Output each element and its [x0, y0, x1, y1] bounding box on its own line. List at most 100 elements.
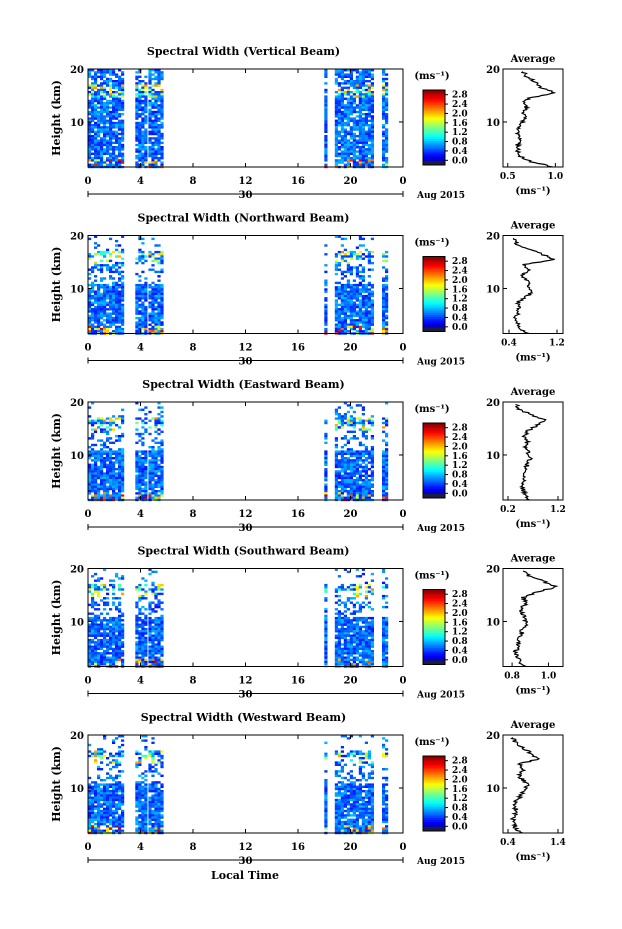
heatmap-cell: [121, 108, 125, 111]
heatmap-cell: [160, 601, 164, 604]
heatmap-cell: [121, 126, 125, 129]
heatmap-cell: [144, 461, 148, 464]
heatmap-cell: [118, 492, 122, 495]
heatmap-cell: [349, 621, 353, 624]
heatmap-cell: [100, 152, 104, 155]
heatmap-cell: [112, 479, 116, 482]
heatmap-cell: [346, 299, 350, 302]
heatmap-cell: [385, 474, 389, 477]
heatmap-cell: [94, 663, 98, 666]
heatmap-cell: [349, 102, 353, 105]
heatmap-cell: [385, 632, 389, 635]
heatmap-cell: [88, 807, 92, 810]
colorbar-segment: [423, 305, 445, 308]
heatmap-cell: [346, 292, 350, 296]
heatmap-cell: [151, 570, 155, 574]
heatmap-cell: [112, 616, 116, 620]
heatmap-cell: [160, 110, 164, 114]
heatmap-cell: [100, 91, 104, 94]
heatmap-cell: [115, 616, 119, 620]
heatmap-cell: [367, 638, 371, 642]
heatmap-cell: [157, 474, 161, 477]
heatmap-cell: [148, 410, 152, 414]
heatmap-cell: [324, 113, 328, 116]
heatmap-cell: [144, 97, 148, 100]
heatmap-cell: [106, 91, 110, 94]
heatmap-cell: [349, 492, 353, 495]
heatmap-cell: [334, 487, 338, 491]
heatmap-cell: [160, 634, 164, 637]
heatmap-cell: [100, 253, 104, 256]
heatmap-cell: [364, 121, 368, 125]
heatmap-cell: [355, 636, 359, 640]
heatmap-cell: [88, 801, 92, 804]
heatmap-cell: [88, 476, 92, 480]
colorbar-segment: [423, 106, 445, 110]
heatmap-cell: [100, 163, 104, 166]
heatmap-cell: [88, 99, 92, 103]
heatmap-cell: [324, 73, 328, 76]
heatmap-cell: [157, 113, 161, 116]
heatmap-cell: [355, 290, 359, 293]
heatmap-cell: [88, 102, 92, 105]
heatmap-cell: [324, 69, 328, 72]
heatmap-cell: [154, 616, 158, 620]
heatmap-cell: [358, 305, 362, 309]
heatmap-cell: [103, 115, 107, 118]
heatmap-cell: [88, 325, 92, 329]
heatmap-cell: [121, 137, 125, 140]
heatmap-cell: [385, 128, 389, 131]
heatmap-cell: [324, 115, 328, 118]
heatmap-cell: [151, 312, 155, 315]
heatmap-cell: [121, 132, 125, 136]
heatmap-cell: [334, 634, 338, 637]
heatmap-cell: [151, 288, 155, 291]
heatmap-cell: [361, 634, 365, 637]
colorbar-tick-label: 2.4: [452, 267, 468, 277]
heatmap-cell: [361, 159, 365, 162]
heatmap-cell: [109, 292, 113, 296]
heatmap-cell: [94, 297, 98, 300]
heatmap-cell: [144, 130, 148, 133]
heatmap-cell: [157, 419, 161, 422]
heatmap-cell: [112, 452, 116, 455]
heatmap-cell: [97, 792, 101, 795]
heatmap-cell: [355, 119, 359, 122]
heatmap-cell: [141, 135, 145, 138]
heatmap-cell: [118, 476, 122, 480]
heatmap-cell: [343, 121, 347, 125]
heatmap-cell: [112, 146, 116, 149]
heatmap-cell: [370, 146, 374, 149]
heatmap-cell: [109, 139, 113, 142]
heatmap-cell: [340, 660, 344, 664]
heatmap-cell: [343, 413, 347, 416]
heatmap-cell: [349, 459, 353, 462]
heatmap-cell: [154, 452, 158, 455]
heatmap-cell: [106, 656, 110, 659]
heatmap-cell: [115, 91, 119, 94]
heatmap-cell: [334, 636, 338, 640]
heatmap-cell: [100, 476, 104, 480]
heatmap-cell: [382, 649, 386, 653]
heatmap-cell: [324, 654, 328, 657]
heatmap-cell: [324, 244, 328, 247]
average-profile-line: [514, 404, 547, 501]
heatmap-cell: [160, 148, 164, 151]
heatmap-cell: [358, 470, 362, 473]
heatmap-cell: [355, 619, 359, 622]
heatmap-cell: [358, 146, 362, 149]
colorbar-frame: [422, 89, 446, 166]
heatmap-cell: [141, 437, 145, 440]
heatmap-cell: [138, 660, 142, 664]
heatmap-cell: [340, 450, 344, 453]
heatmap-cell: [340, 419, 344, 422]
heatmap-cell: [151, 88, 155, 92]
heatmap-cell: [340, 415, 344, 418]
heatmap-cell: [106, 150, 110, 153]
heatmap-cell: [346, 268, 350, 271]
heatmap-cell: [118, 272, 122, 276]
heatmap-cell: [106, 641, 110, 644]
heatmap-cell: [358, 121, 362, 125]
heatmap-cell: [148, 119, 152, 122]
heatmap-cell: [382, 266, 386, 269]
